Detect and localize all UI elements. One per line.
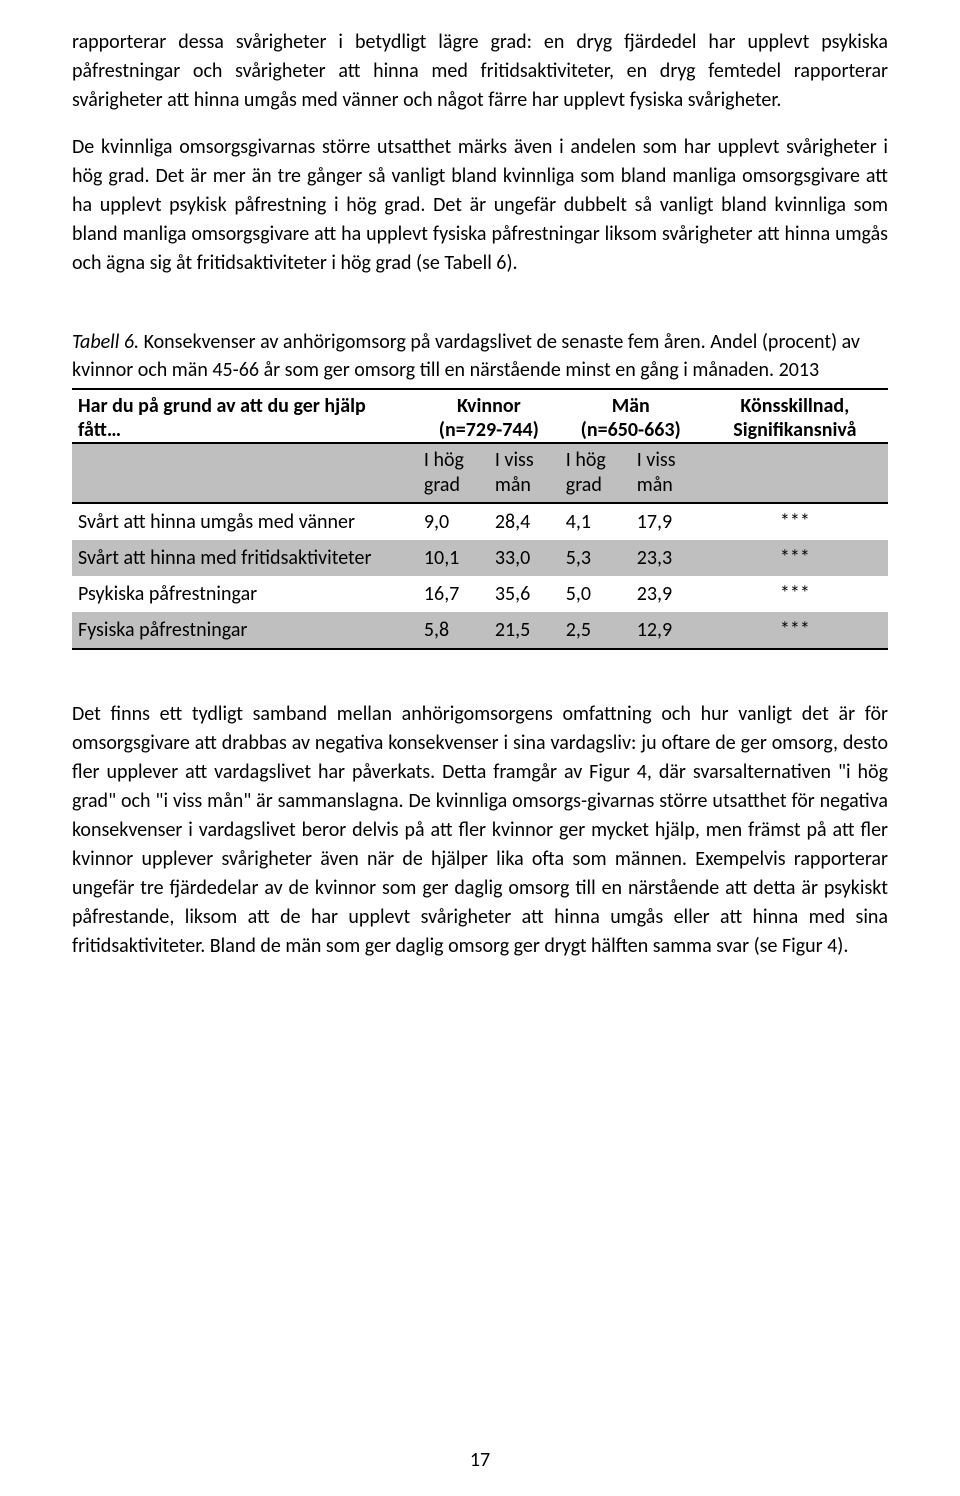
table-cell: *** bbox=[702, 576, 888, 612]
header-sig-1: Könsskillnad, bbox=[740, 394, 849, 418]
table-cell: *** bbox=[702, 612, 888, 649]
header-significance: Könsskillnad, Signifikansnivå bbox=[702, 389, 888, 443]
header-women: Kvinnor (n=729-744) bbox=[418, 389, 560, 443]
table-cell: 10,1 bbox=[418, 540, 489, 576]
paragraph-1: rapporterar dessa svårigheter i betydlig… bbox=[72, 28, 888, 115]
subheader-some-line1: I viss bbox=[495, 448, 534, 472]
table-cell: 12,9 bbox=[631, 612, 702, 649]
table-cell: 21,5 bbox=[489, 612, 560, 649]
table-cell: *** bbox=[702, 540, 888, 576]
header-women-n: (n=729-744) bbox=[424, 418, 554, 442]
table-cell: Svårt att hinna med fritidsaktiviteter bbox=[72, 540, 418, 576]
table-body: Svårt att hinna umgås med vänner9,028,44… bbox=[72, 503, 888, 649]
table-cell: 9,0 bbox=[418, 503, 489, 540]
table-row: Fysiska påfrestningar5,821,52,512,9*** bbox=[72, 612, 888, 649]
subheader-empty bbox=[72, 443, 418, 503]
header-men-n: (n=650-663) bbox=[566, 418, 696, 442]
subheader-women-high: I hög grad bbox=[418, 443, 489, 503]
header-men: Män (n=650-663) bbox=[560, 389, 702, 443]
header-women-label: Kvinnor bbox=[457, 394, 521, 418]
table-caption-rest: Konsekvenser av anhörigomsorg på vardags… bbox=[72, 330, 860, 382]
table-cell: 23,3 bbox=[631, 540, 702, 576]
subheader-high-line2: grad bbox=[424, 473, 460, 497]
header-question: Har du på grund av att du ger hjälp fått… bbox=[72, 389, 418, 443]
table-row: Psykiska påfrestningar16,735,65,023,9*** bbox=[72, 576, 888, 612]
subheader-some-line2b: mån bbox=[637, 473, 673, 497]
subheader-high-line2b: grad bbox=[566, 473, 602, 497]
table-cell: 5,3 bbox=[560, 540, 631, 576]
table-cell: 2,5 bbox=[560, 612, 631, 649]
table-cell: Psykiska påfrestningar bbox=[72, 576, 418, 612]
paragraph-3: Det finns ett tydligt samband mellan anh… bbox=[72, 700, 888, 961]
table-caption-lead: Tabell 6. bbox=[72, 330, 139, 354]
table-cell: Fysiska påfrestningar bbox=[72, 612, 418, 649]
subheader-some-line1b: I viss bbox=[637, 448, 676, 472]
document-page: rapporterar dessa svårigheter i betydlig… bbox=[0, 0, 960, 1496]
subheader-men-some: I viss mån bbox=[631, 443, 702, 503]
table-cell: 16,7 bbox=[418, 576, 489, 612]
table-cell: 5,8 bbox=[418, 612, 489, 649]
table-6: Har du på grund av att du ger hjälp fått… bbox=[72, 388, 888, 650]
table-row: Svårt att hinna umgås med vänner9,028,44… bbox=[72, 503, 888, 540]
subheader-men-high: I hög grad bbox=[560, 443, 631, 503]
table-row: Svårt att hinna med fritidsaktiviteter10… bbox=[72, 540, 888, 576]
table-cell: 17,9 bbox=[631, 503, 702, 540]
table-cell: 28,4 bbox=[489, 503, 560, 540]
page-number: 17 bbox=[0, 1448, 960, 1472]
subheader-sig-empty bbox=[702, 443, 888, 503]
subheader-high-line1b: I hög bbox=[566, 448, 606, 472]
table-cell: 35,6 bbox=[489, 576, 560, 612]
subheader-high-line1: I hög bbox=[424, 448, 464, 472]
table-cell: 5,0 bbox=[560, 576, 631, 612]
subheader-some-line2: mån bbox=[495, 473, 531, 497]
table-cell: *** bbox=[702, 503, 888, 540]
table-cell: 33,0 bbox=[489, 540, 560, 576]
table-cell: 4,1 bbox=[560, 503, 631, 540]
subheader-women-some: I viss mån bbox=[489, 443, 560, 503]
table-cell: Svårt att hinna umgås med vänner bbox=[72, 503, 418, 540]
header-sig-2: Signifikansnivå bbox=[708, 418, 882, 442]
table-cell: 23,9 bbox=[631, 576, 702, 612]
paragraph-2: De kvinnliga omsorgsgivarnas större utsa… bbox=[72, 133, 888, 278]
header-men-label: Män bbox=[612, 394, 650, 418]
table-caption: Tabell 6. Konsekvenser av anhörigomsorg … bbox=[72, 328, 888, 384]
